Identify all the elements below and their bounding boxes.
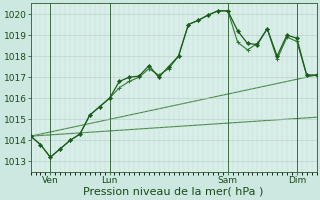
X-axis label: Pression niveau de la mer( hPa ): Pression niveau de la mer( hPa ) [84,187,264,197]
